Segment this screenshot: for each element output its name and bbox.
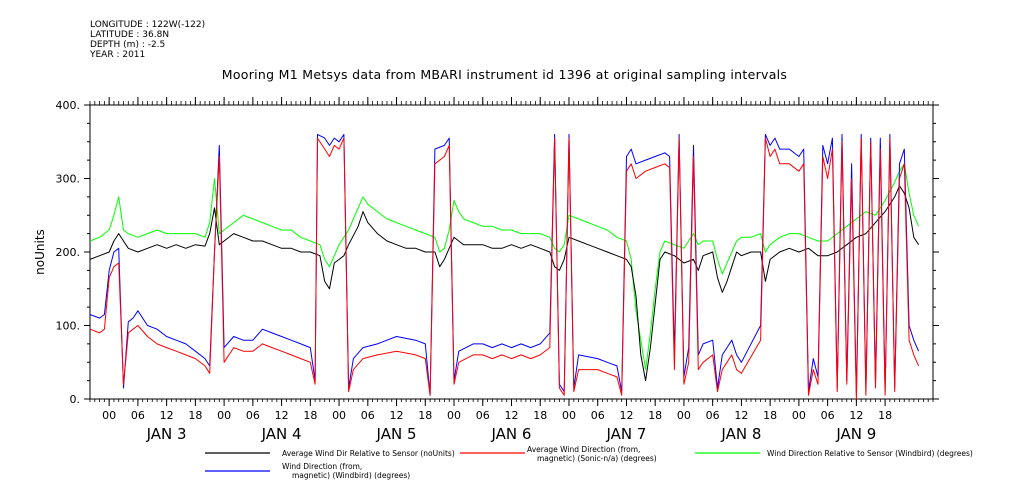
x-tick-label: 06	[131, 409, 145, 422]
x-tick-label: 18	[418, 409, 432, 422]
latitude-text: LATITUDE : 36.8N	[90, 30, 170, 40]
x-tick-label: 12	[275, 409, 289, 422]
legend-label: Wind Direction (from, magnetic) (Windbird…	[282, 462, 410, 480]
x-tick-label: 06	[591, 409, 605, 422]
legend-label: Average Wind Direction (from, magnetic) (…	[527, 445, 657, 463]
day-label: JAN 4	[261, 425, 302, 443]
x-tick-label: 06	[821, 409, 835, 422]
chart-title: Mooring M1 Metsys data from MBARI instru…	[221, 67, 788, 82]
x-tick-label: 00	[562, 409, 576, 422]
legend-label: Wind Direction Relative to Sensor (Windb…	[767, 449, 973, 458]
plot-frame	[89, 104, 934, 400]
legend-label: Average Wind Dir Relative to Sensor (noU…	[282, 449, 455, 458]
x-tick-label: 12	[619, 409, 633, 422]
x-tick-label: 18	[648, 409, 662, 422]
metadata-block: LONGITUDE : 122W(-122) LATITUDE : 36.8N …	[90, 20, 205, 60]
x-tick-label: 12	[160, 409, 174, 422]
y-tick-label: 100.	[56, 320, 81, 333]
x-tick-label: 18	[533, 409, 547, 422]
series-line-0	[89, 185, 920, 382]
series-line-1	[89, 137, 920, 400]
legend-label-line: Average Wind Direction (from,	[527, 445, 640, 454]
x-tick-label: 12	[390, 409, 404, 422]
day-label: JAN 8	[720, 425, 761, 443]
x-tick-label: 06	[361, 409, 375, 422]
x-tick-label: 18	[878, 409, 892, 422]
legend-label-line: magnetic) (Sonic-n/a) (degrees)	[537, 454, 657, 463]
y-tick-label: 0.	[70, 393, 81, 406]
y-tick-label: 200.	[56, 246, 81, 259]
x-tick-label: 00	[447, 409, 461, 422]
day-label: JAN 7	[605, 425, 646, 443]
x-tick-label: 06	[476, 409, 490, 422]
x-tick-label: 12	[505, 409, 519, 422]
series-line-2	[89, 163, 920, 371]
x-tick-label: 06	[706, 409, 720, 422]
y-tick-label: 400.	[56, 99, 81, 112]
x-tick-label: 00	[792, 409, 806, 422]
x-tick-label: 12	[849, 409, 863, 422]
day-label: JAN 6	[491, 425, 532, 443]
x-tick-label: 06	[246, 409, 260, 422]
longitude-text: LONGITUDE : 122W(-122)	[90, 20, 206, 30]
x-tick-label: 00	[102, 409, 116, 422]
y-tick-label: 300.	[56, 173, 81, 186]
legend-label-line: Average Wind Dir Relative to Sensor (noU…	[282, 449, 455, 458]
day-label: JAN 3	[146, 425, 187, 443]
x-tick-label: 00	[677, 409, 691, 422]
depth-text: DEPTH (m) : -2.5	[90, 40, 166, 50]
y-axis-label: noUnits	[33, 229, 47, 275]
year-text: YEAR : 2011	[90, 50, 146, 60]
x-tick-label: 18	[763, 409, 777, 422]
x-tick-label: 12	[734, 409, 748, 422]
day-label: JAN 5	[376, 425, 417, 443]
legend-label-line: magnetic) (Windbird) (degrees)	[292, 471, 410, 480]
x-tick-label: 00	[217, 409, 231, 422]
legend-label-line: Wind Direction (from,	[282, 462, 362, 471]
x-tick-label: 18	[188, 409, 202, 422]
x-tick-label: 18	[303, 409, 317, 422]
x-tick-label: 00	[332, 409, 346, 422]
legend-label-line: Wind Direction Relative to Sensor (Windb…	[767, 449, 973, 458]
day-label: JAN 9	[835, 425, 876, 443]
